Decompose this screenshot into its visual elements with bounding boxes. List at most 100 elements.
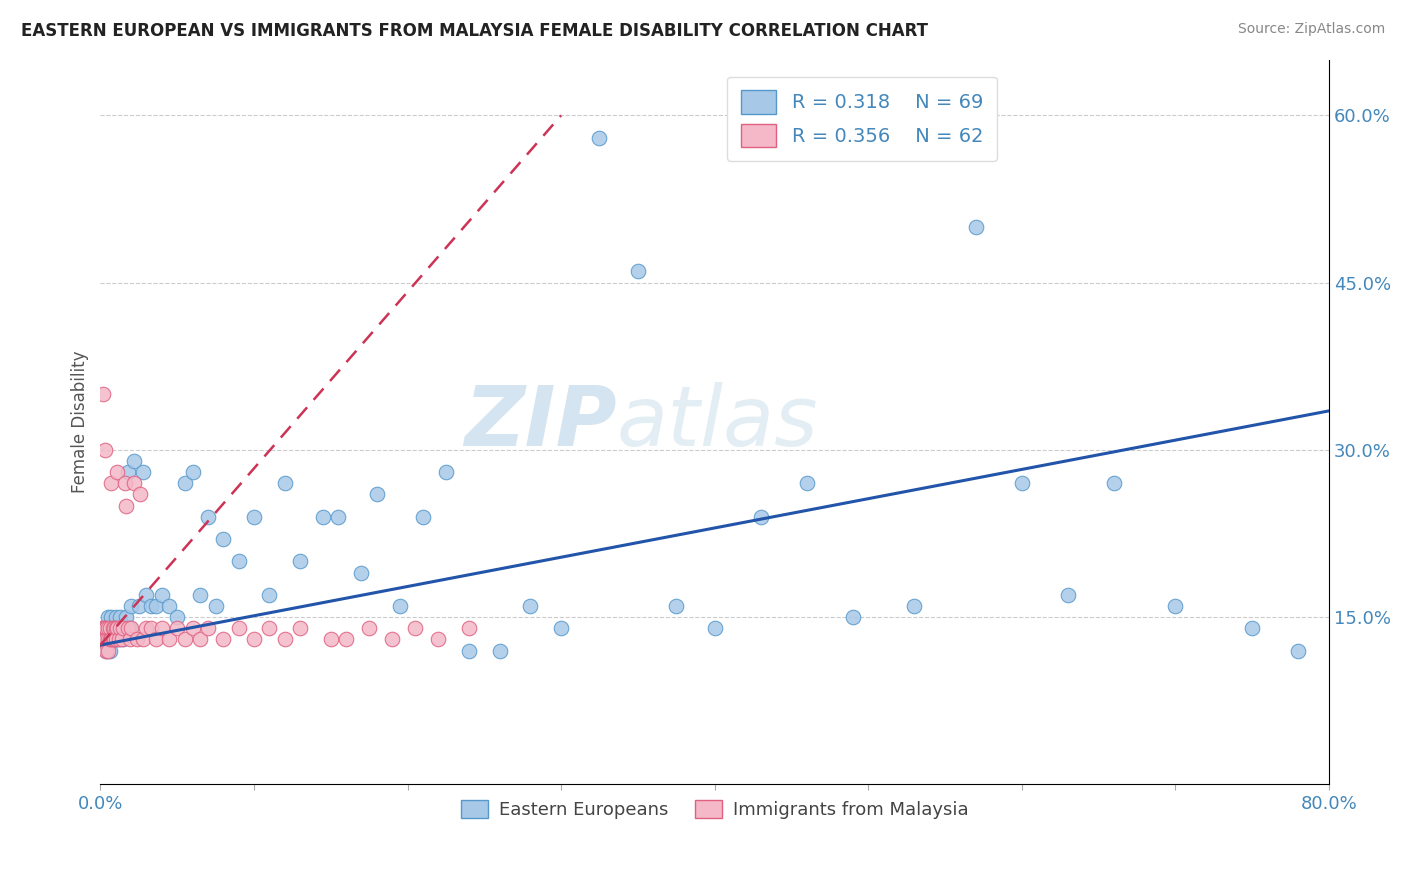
Point (103, 632, 125, 647)
Point (359, 621, 381, 635)
Point (114, 621, 136, 635)
Point (273, 476, 295, 491)
Point (965, 219, 987, 234)
Point (98, 621, 121, 635)
Point (97, 643, 120, 657)
Point (127, 632, 149, 647)
Point (93, 632, 115, 647)
Point (122, 454, 145, 468)
Point (627, 264, 650, 278)
Point (94, 442, 117, 457)
Point (93, 621, 115, 635)
Point (228, 621, 250, 635)
Point (1164, 599, 1187, 613)
Point (135, 621, 157, 635)
Point (96, 643, 118, 657)
Point (117, 621, 139, 635)
Point (104, 632, 127, 647)
Point (97, 632, 120, 647)
Point (550, 621, 572, 635)
Point (335, 632, 357, 647)
Text: Source: ZipAtlas.com: Source: ZipAtlas.com (1237, 22, 1385, 37)
Point (842, 610, 865, 624)
Point (139, 599, 162, 613)
Point (243, 509, 266, 524)
Point (103, 621, 125, 635)
Point (188, 632, 211, 647)
Point (93, 632, 115, 647)
Point (115, 499, 138, 513)
Point (135, 588, 157, 602)
Point (204, 599, 226, 613)
Point (1102, 476, 1125, 491)
Point (749, 509, 772, 524)
Point (588, 130, 610, 145)
Point (128, 599, 150, 613)
Point (104, 621, 127, 635)
Point (145, 599, 167, 613)
Point (381, 632, 404, 647)
Point (94, 632, 117, 647)
Point (98, 643, 121, 657)
Point (259, 621, 281, 635)
Point (197, 621, 219, 635)
Point (150, 621, 173, 635)
Point (159, 632, 181, 647)
Point (166, 610, 188, 624)
Point (97, 621, 120, 635)
Point (105, 465, 128, 479)
Point (96, 621, 118, 635)
Point (90, 632, 112, 647)
Point (101, 632, 124, 647)
Point (120, 599, 142, 613)
Point (288, 554, 311, 568)
Point (328, 509, 350, 524)
Point (1286, 643, 1309, 657)
Point (212, 532, 235, 546)
Point (1011, 476, 1033, 491)
Point (181, 621, 204, 635)
Point (288, 621, 311, 635)
Point (107, 632, 129, 647)
Point (319, 632, 342, 647)
Point (404, 621, 426, 635)
Point (100, 610, 122, 624)
Text: atlas: atlas (616, 382, 818, 463)
Point (110, 621, 132, 635)
Legend: Eastern Europeans, Immigrants from Malaysia: Eastern Europeans, Immigrants from Malay… (454, 792, 976, 826)
Point (97, 632, 120, 647)
Point (110, 610, 132, 624)
Point (114, 476, 136, 491)
Point (703, 621, 725, 635)
Point (93, 387, 115, 401)
Point (519, 599, 541, 613)
Point (488, 643, 510, 657)
Point (458, 643, 481, 657)
Point (100, 476, 122, 491)
Point (112, 632, 135, 647)
Point (228, 554, 250, 568)
Point (115, 610, 138, 624)
Point (665, 599, 688, 613)
Point (388, 599, 411, 613)
Point (118, 632, 141, 647)
Point (212, 632, 235, 647)
Point (111, 632, 134, 647)
Point (145, 632, 167, 647)
Point (96, 643, 118, 657)
Point (173, 632, 195, 647)
Point (101, 621, 124, 635)
Point (366, 487, 388, 501)
Point (100, 632, 122, 647)
Point (94, 621, 117, 635)
Point (1057, 588, 1080, 602)
Point (98, 632, 121, 647)
Point (97, 610, 120, 624)
Point (350, 566, 373, 580)
Point (112, 621, 135, 635)
Point (100, 632, 122, 647)
Point (173, 476, 195, 491)
Point (188, 588, 211, 602)
Text: ZIP: ZIP (464, 382, 616, 463)
Point (197, 509, 219, 524)
